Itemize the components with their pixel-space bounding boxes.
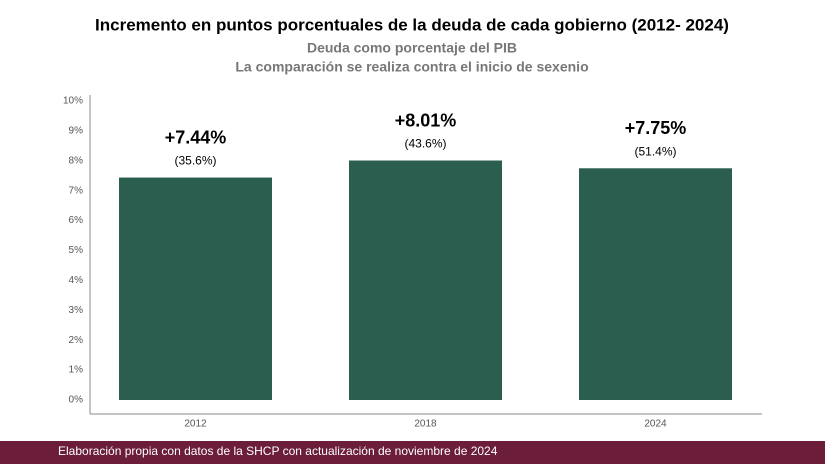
value-label: +8.01% xyxy=(395,110,457,130)
y-tick-label: 10% xyxy=(63,96,83,107)
y-tick-label: 9% xyxy=(69,126,84,137)
y-tick-label: 6% xyxy=(69,215,84,226)
chart-title: Incremento en puntos porcentuales de la … xyxy=(95,15,729,34)
y-tick-label: 1% xyxy=(69,365,84,376)
annotation: (43.6%) xyxy=(404,137,446,151)
footer-bar xyxy=(0,441,825,464)
y-tick-label: 8% xyxy=(69,155,84,166)
chart-subtitle: La comparación se realiza contra el inic… xyxy=(235,59,588,75)
value-label: +7.75% xyxy=(625,118,687,138)
annotation: (51.4%) xyxy=(634,144,676,158)
footer-text: Elaboración propia con datos de la SHCP … xyxy=(58,444,498,458)
chart-subtitle: Deuda como porcentaje del PIB xyxy=(307,40,517,56)
x-tick-label: 2018 xyxy=(414,419,437,430)
y-tick-label: 5% xyxy=(69,245,84,256)
y-tick-label: 7% xyxy=(69,185,84,196)
x-tick-label: 2012 xyxy=(184,419,207,430)
x-tick-label: 2024 xyxy=(644,419,667,430)
annotation: (35.6%) xyxy=(174,154,216,168)
y-tick-label: 2% xyxy=(69,335,84,346)
bar xyxy=(579,168,732,400)
bar xyxy=(349,160,502,400)
value-label: +7.44% xyxy=(165,127,227,147)
y-tick-label: 0% xyxy=(69,395,84,406)
bar xyxy=(119,177,272,400)
y-tick-label: 4% xyxy=(69,275,84,286)
y-tick-label: 3% xyxy=(69,305,84,316)
